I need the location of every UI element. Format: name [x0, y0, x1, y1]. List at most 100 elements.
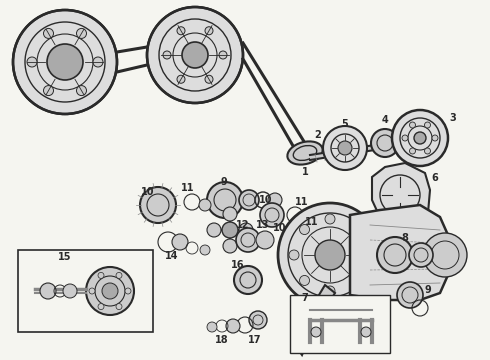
Text: 11: 11	[305, 217, 319, 227]
Circle shape	[256, 231, 274, 249]
Circle shape	[268, 193, 282, 207]
Text: 12: 12	[236, 220, 250, 230]
Circle shape	[177, 27, 185, 35]
Circle shape	[163, 51, 171, 59]
Circle shape	[325, 286, 335, 296]
Circle shape	[423, 233, 467, 277]
Circle shape	[361, 327, 371, 337]
Circle shape	[239, 190, 259, 210]
Circle shape	[182, 42, 208, 68]
Circle shape	[89, 288, 95, 294]
Circle shape	[377, 237, 413, 273]
Text: 15: 15	[58, 252, 72, 262]
Circle shape	[249, 311, 267, 329]
Circle shape	[219, 51, 227, 59]
Circle shape	[299, 275, 310, 285]
Circle shape	[207, 182, 243, 218]
Text: 17: 17	[248, 335, 262, 345]
Circle shape	[200, 245, 210, 255]
Circle shape	[239, 223, 253, 237]
Text: 6: 6	[432, 173, 439, 183]
Circle shape	[302, 214, 314, 226]
Circle shape	[40, 283, 56, 299]
Circle shape	[116, 273, 122, 278]
Circle shape	[325, 214, 335, 224]
Circle shape	[397, 282, 423, 308]
Circle shape	[27, 57, 37, 67]
Bar	[290, 295, 390, 353]
Circle shape	[299, 225, 310, 235]
Circle shape	[410, 148, 416, 154]
Ellipse shape	[287, 141, 322, 165]
Circle shape	[98, 303, 104, 310]
Circle shape	[140, 187, 176, 223]
Circle shape	[236, 228, 260, 252]
Text: 16: 16	[231, 260, 245, 270]
Text: 9: 9	[220, 177, 227, 187]
Circle shape	[424, 148, 431, 154]
Circle shape	[350, 225, 361, 235]
Circle shape	[402, 135, 408, 141]
Circle shape	[177, 75, 185, 83]
Text: 7: 7	[302, 293, 308, 303]
Circle shape	[371, 129, 399, 157]
Text: 4: 4	[382, 115, 389, 125]
Circle shape	[63, 284, 77, 298]
Bar	[18, 250, 153, 332]
Circle shape	[361, 250, 371, 260]
Circle shape	[205, 27, 213, 35]
Circle shape	[98, 273, 104, 278]
Text: 10: 10	[273, 223, 287, 233]
Circle shape	[409, 243, 433, 267]
Text: 3: 3	[450, 113, 456, 123]
Circle shape	[315, 240, 345, 270]
Circle shape	[86, 267, 134, 315]
Text: 11: 11	[295, 197, 309, 207]
Polygon shape	[295, 285, 335, 355]
Circle shape	[223, 207, 237, 221]
Circle shape	[260, 203, 284, 227]
Text: 18: 18	[215, 335, 229, 345]
Circle shape	[226, 319, 240, 333]
Text: 10: 10	[141, 187, 155, 197]
Polygon shape	[350, 205, 448, 300]
Circle shape	[207, 322, 217, 332]
Circle shape	[172, 234, 188, 250]
Circle shape	[147, 7, 243, 103]
Circle shape	[323, 126, 367, 170]
Circle shape	[116, 303, 122, 310]
Circle shape	[44, 86, 53, 95]
Circle shape	[102, 283, 118, 299]
Polygon shape	[372, 163, 430, 225]
Text: 8: 8	[402, 233, 409, 243]
Text: 14: 14	[165, 251, 179, 261]
Text: 10: 10	[259, 195, 273, 205]
Circle shape	[47, 44, 83, 80]
Circle shape	[76, 28, 87, 39]
Circle shape	[13, 10, 117, 114]
Circle shape	[93, 57, 103, 67]
Polygon shape	[310, 138, 420, 160]
Text: 9: 9	[425, 285, 431, 295]
Circle shape	[392, 110, 448, 166]
Circle shape	[76, 86, 87, 95]
Text: 1: 1	[302, 167, 308, 177]
Circle shape	[414, 132, 426, 144]
Circle shape	[432, 135, 438, 141]
Circle shape	[125, 288, 131, 294]
Circle shape	[223, 239, 237, 253]
Circle shape	[350, 275, 361, 285]
Circle shape	[44, 28, 53, 39]
Circle shape	[205, 75, 213, 83]
Circle shape	[199, 199, 211, 211]
Circle shape	[424, 122, 431, 128]
Circle shape	[207, 223, 221, 237]
Circle shape	[278, 203, 382, 307]
Text: 11: 11	[181, 183, 195, 193]
Text: 13: 13	[256, 220, 270, 230]
Circle shape	[338, 141, 352, 155]
Circle shape	[222, 222, 238, 238]
Circle shape	[289, 250, 299, 260]
Text: 5: 5	[342, 119, 348, 129]
Circle shape	[234, 266, 262, 294]
